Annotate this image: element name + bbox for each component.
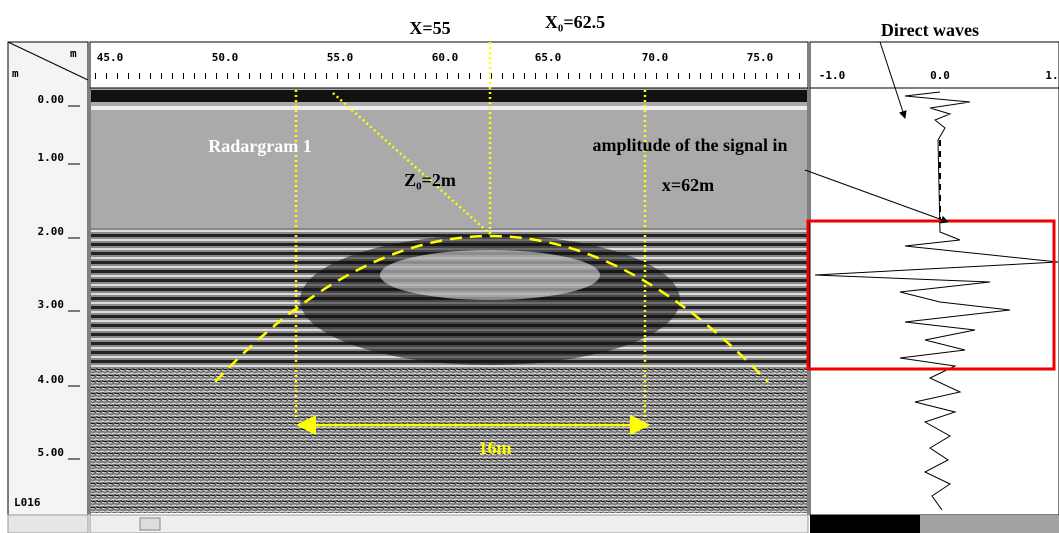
amplitude-label: -1.0 [819, 69, 846, 82]
screenshot: m m L016 0.00 1.00 2.00 3.00 4.00 5.00 45.0 50… [0, 0, 1059, 533]
depth-panel [8, 42, 88, 515]
direct-wave-band [91, 106, 807, 110]
distance-label: 45.0 [97, 51, 124, 64]
hyperbola-reflection [380, 250, 600, 300]
scrollbar[interactable] [8, 515, 88, 533]
amplitude-label: 1. [1045, 69, 1058, 82]
distance-unit: m [70, 47, 77, 60]
annotation: Direct waves [881, 20, 979, 40]
depth-label: 1.00 [38, 151, 65, 164]
depth-unit: m [12, 67, 19, 80]
trace-panel [810, 42, 1059, 515]
annotation: x=62m [662, 175, 714, 195]
annotation: Radargram 1 [208, 136, 311, 156]
direct-wave-band [91, 90, 807, 102]
annotation: X=55 [409, 18, 450, 38]
distance-ruler [90, 42, 808, 88]
distance-label: 75.0 [747, 51, 774, 64]
trace-footer [920, 515, 1059, 533]
distance-label: 65.0 [535, 51, 562, 64]
scroll-thumb[interactable] [140, 518, 160, 530]
depth-label: 5.00 [38, 446, 65, 459]
depth-label: 2.00 [38, 225, 65, 238]
distance-label: 60.0 [432, 51, 459, 64]
depth-label: 0.00 [38, 93, 65, 106]
depth-label: 4.00 [38, 373, 65, 386]
scrollbar[interactable] [90, 515, 808, 533]
annotation: X₀=62.5 [545, 12, 605, 32]
annotation: 16m [479, 438, 512, 458]
distance-label: 50.0 [212, 51, 239, 64]
depth-label: 3.00 [38, 298, 65, 311]
distance-label: 70.0 [642, 51, 669, 64]
annotation: Z₀=2m [404, 170, 456, 190]
annotation: amplitude of the signal in [592, 135, 787, 155]
amplitude-label: 0.0 [930, 69, 950, 82]
radargram-noise [91, 368, 807, 513]
line-id: L016 [14, 496, 41, 509]
distance-label: 55.0 [327, 51, 354, 64]
figure: m m L016 0.00 1.00 2.00 3.00 4.00 5.00 45.0 50… [0, 0, 1059, 533]
